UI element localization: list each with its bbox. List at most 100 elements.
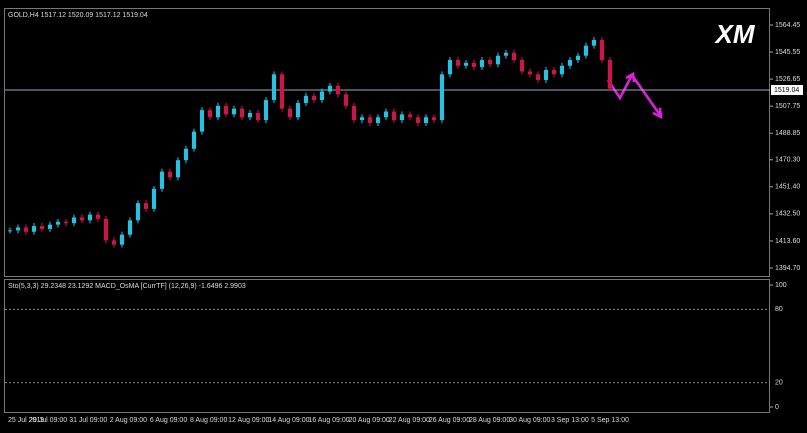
candle-body xyxy=(408,114,412,118)
x-tick-label: 14 Aug 09:00 xyxy=(268,417,309,424)
candle-body xyxy=(432,117,436,121)
y-tick-label: 1564.45 xyxy=(775,22,800,29)
candle-body xyxy=(400,114,404,121)
candle-body xyxy=(128,220,132,235)
candle-body xyxy=(168,171,172,178)
candle-body xyxy=(496,55,500,65)
indicator-panel xyxy=(4,279,770,413)
candle-body xyxy=(464,62,468,66)
candle-body xyxy=(296,102,300,118)
candle-body xyxy=(40,226,44,229)
candle-body xyxy=(192,131,196,149)
candle-body xyxy=(88,214,92,221)
candle-body xyxy=(448,60,452,75)
candle-body xyxy=(96,214,100,219)
candle-body xyxy=(80,217,84,221)
candle-body xyxy=(536,74,540,81)
x-tick-label: 29 Jul 09:00 xyxy=(29,417,67,424)
candle-body xyxy=(208,110,212,118)
candle-body xyxy=(32,226,36,232)
candle-body xyxy=(360,117,364,121)
candle-body xyxy=(552,70,556,75)
x-tick-label: 31 Jul 09:00 xyxy=(69,417,107,424)
candle-body xyxy=(384,111,388,118)
candle-body xyxy=(560,65,564,75)
candle-body xyxy=(528,71,532,75)
candle-body xyxy=(376,117,380,123)
y2-tick-label: 100 xyxy=(775,282,787,289)
logo: XM xyxy=(714,19,756,49)
candle-body xyxy=(232,108,236,115)
candle-body xyxy=(480,60,484,68)
x-tick-label: 5 Sep 13:00 xyxy=(591,417,629,424)
candle-body xyxy=(160,171,164,189)
candle-body xyxy=(224,105,228,115)
candle-body xyxy=(176,160,180,178)
y-tick-label: 1413.60 xyxy=(775,238,800,245)
y-tick-label: 1470.30 xyxy=(775,157,800,164)
candle-body xyxy=(120,234,124,245)
candle-body xyxy=(584,45,588,56)
y2-tick-label: 0 xyxy=(775,404,779,411)
candle-body xyxy=(456,60,460,66)
x-tick-label: 2 Aug 09:00 xyxy=(110,417,147,424)
x-tick-label: 22 Aug 09:00 xyxy=(389,417,430,424)
candle-body xyxy=(8,230,12,232)
candle-body xyxy=(312,95,316,101)
y-tick-label: 1432.50 xyxy=(775,211,800,218)
candle-body xyxy=(568,60,572,66)
candle-body xyxy=(504,52,508,56)
candle-body xyxy=(344,94,348,106)
x-tick-label: 6 Aug 09:00 xyxy=(150,417,187,424)
candle-body xyxy=(472,62,476,68)
candle-body xyxy=(424,117,428,123)
candle-body xyxy=(152,188,156,209)
candle-body xyxy=(280,74,284,109)
candle-body xyxy=(544,70,548,81)
candle-body xyxy=(368,117,372,123)
candle-body xyxy=(336,85,340,95)
candle-body xyxy=(512,52,516,61)
candle-body xyxy=(24,227,28,232)
x-tick-label: 8 Aug 09:00 xyxy=(190,417,227,424)
candle-body xyxy=(112,240,116,245)
y2-tick-label: 80 xyxy=(775,306,783,313)
x-tick-label: 16 Aug 09:00 xyxy=(308,417,349,424)
forecast-arrows xyxy=(606,71,663,120)
candle-body xyxy=(48,224,52,229)
candle-body xyxy=(136,203,140,221)
candle-body xyxy=(320,91,324,101)
candle-body xyxy=(328,85,332,92)
x-tick-label: 3 Sep 13:00 xyxy=(551,417,589,424)
x-tick-label: 12 Aug 09:00 xyxy=(228,417,269,424)
symbol-header: GOLD,H4 1517.12 1520.09 1517.12 1519.04 xyxy=(8,12,148,19)
candle-body xyxy=(488,60,492,65)
candle-body xyxy=(56,221,60,225)
candle-body xyxy=(592,39,596,46)
x-tick-label: 20 Aug 09:00 xyxy=(349,417,390,424)
candle-body xyxy=(352,105,356,121)
candle-body xyxy=(416,117,420,123)
candle-body xyxy=(272,74,276,101)
candle-body xyxy=(304,95,308,103)
candle-body xyxy=(72,217,76,224)
y-tick-label: 1507.75 xyxy=(775,103,800,110)
candle-body xyxy=(16,227,20,231)
candle-body xyxy=(216,105,220,118)
candle-body xyxy=(240,108,244,118)
x-tick-label: 26 Aug 09:00 xyxy=(429,417,470,424)
candle-body xyxy=(264,100,268,121)
candle-body xyxy=(288,108,292,118)
candle-body xyxy=(184,148,188,161)
y-tick-label: 1488.85 xyxy=(775,130,800,137)
candle-body xyxy=(608,60,612,89)
x-tick-label: 28 Aug 09:00 xyxy=(469,417,510,424)
price-tag xyxy=(771,85,803,96)
candle-body xyxy=(144,203,148,209)
price-label: 1519.04 xyxy=(774,87,799,94)
candle-body xyxy=(248,112,252,118)
candle-body xyxy=(600,39,604,61)
candle-body xyxy=(104,218,108,241)
